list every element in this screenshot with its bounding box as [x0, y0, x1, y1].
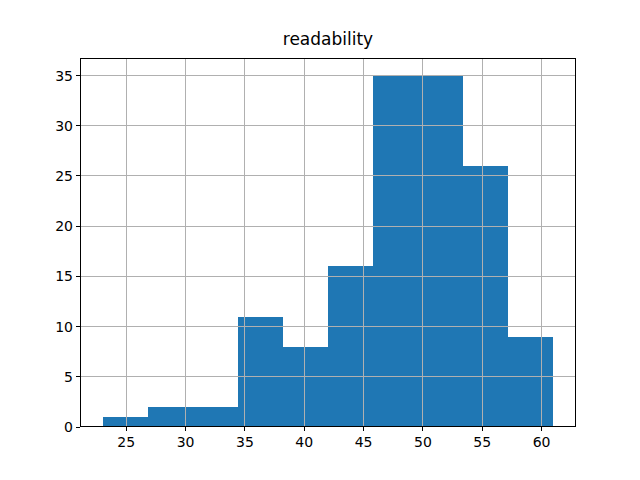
y-tick-label: 35	[0, 68, 73, 84]
figure: readability 25 30 35 40 45 50 55 60 0 5 10 15 20 25 30…	[0, 0, 640, 480]
chart-title: readability	[80, 29, 576, 49]
x-tick-label: 30	[166, 434, 206, 450]
x-tick-label: 60	[522, 434, 562, 450]
x-tick-mark	[422, 427, 423, 431]
y-tick-label: 15	[0, 268, 73, 284]
x-tick-label: 40	[284, 434, 324, 450]
plot-area	[80, 58, 576, 427]
x-tick-mark	[304, 427, 305, 431]
y-tick-label: 0	[0, 419, 73, 435]
x-tick-mark	[185, 427, 186, 431]
x-tick-label: 35	[225, 434, 265, 450]
x-tick-mark	[244, 427, 245, 431]
x-tick-mark	[363, 427, 364, 431]
y-tick-label: 5	[0, 369, 73, 385]
x-tick-mark	[541, 427, 542, 431]
x-tick-label: 55	[462, 434, 502, 450]
y-tick-label: 20	[0, 218, 73, 234]
x-tick-mark	[482, 427, 483, 431]
axes-frame	[80, 58, 576, 427]
x-tick-label: 45	[344, 434, 384, 450]
x-tick-mark	[126, 427, 127, 431]
y-tick-label: 30	[0, 118, 73, 134]
x-tick-label: 25	[106, 434, 146, 450]
y-tick-label: 10	[0, 319, 73, 335]
y-tick-label: 25	[0, 168, 73, 184]
x-tick-label: 50	[403, 434, 443, 450]
